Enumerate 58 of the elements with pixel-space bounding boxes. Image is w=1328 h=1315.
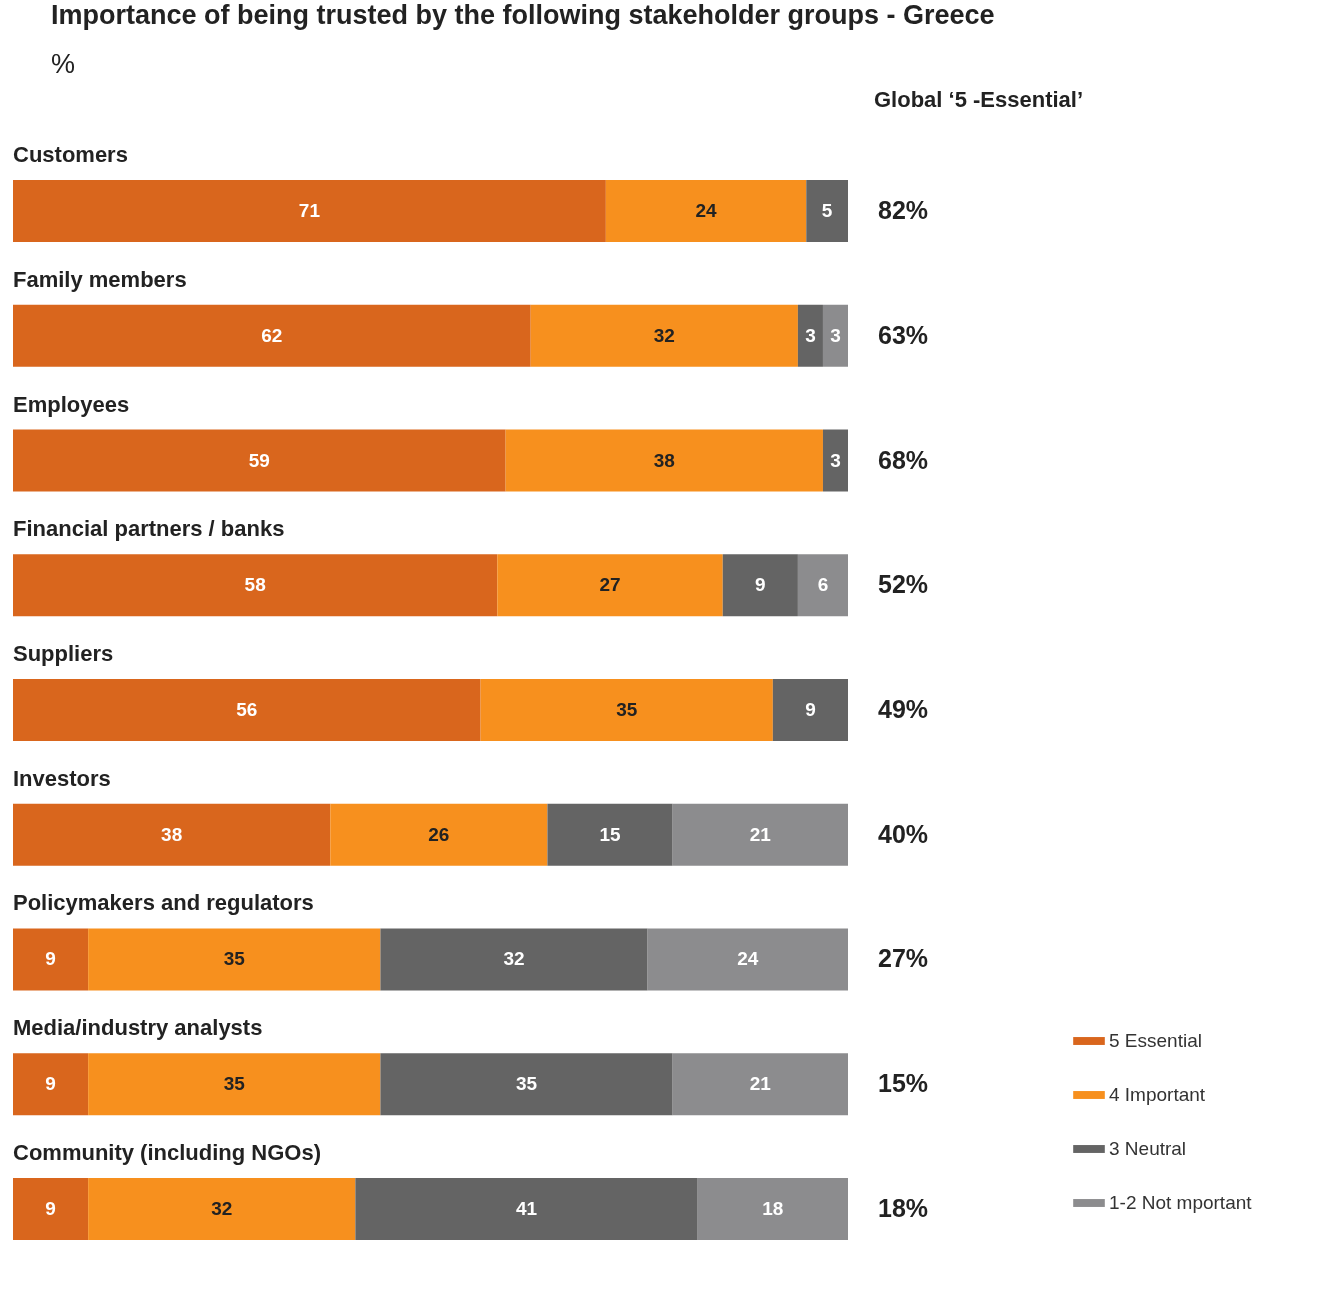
- text: 52%: [878, 570, 929, 599]
- data-label: 27: [599, 574, 621, 596]
- data-label: 18: [762, 1197, 784, 1219]
- text: 68%: [878, 445, 929, 474]
- data-label: 5: [821, 200, 833, 222]
- legend-label: 4 Important: [1109, 1084, 1206, 1105]
- text: 49%: [878, 695, 929, 723]
- text: 15%: [878, 1069, 929, 1098]
- text: 82%: [878, 196, 929, 225]
- legend-label: 5 Essential: [1109, 1030, 1202, 1051]
- data-label: 38: [653, 449, 675, 471]
- y-tick-label: Community (including NGOs): [13, 1139, 321, 1165]
- data-label: 62: [261, 324, 283, 346]
- y-tick-label: Media/industry analysts: [13, 1015, 263, 1041]
- data-label: 35: [223, 948, 246, 970]
- data-label: 59: [248, 449, 270, 471]
- data-label: 9: [45, 1197, 56, 1219]
- text: 40%: [878, 819, 929, 848]
- text: Global ‘5 -Essential’: [874, 87, 1084, 113]
- data-label: 9: [805, 699, 816, 720]
- data-label: 26: [428, 823, 450, 845]
- data-label: 3: [830, 449, 841, 471]
- data-label: 9: [755, 574, 766, 596]
- y-tick-label: Investors: [13, 765, 111, 791]
- y-tick-label: Customers: [13, 142, 128, 168]
- text: 18%: [878, 1193, 929, 1222]
- data-label: 58: [244, 574, 266, 596]
- data-label: 35: [515, 1073, 538, 1095]
- data-label: 24: [737, 948, 759, 970]
- data-label: 35: [616, 699, 638, 720]
- legend-label: 3 Neutral: [1109, 1138, 1187, 1159]
- data-label: 9: [45, 1073, 56, 1095]
- data-label: 56: [236, 699, 258, 720]
- data-label: 9: [45, 948, 56, 970]
- data-label: 24: [695, 200, 718, 222]
- data-label: 6: [817, 574, 829, 596]
- legend-label: 1-2 Not mportant: [1109, 1192, 1253, 1213]
- y-tick-label: Employees: [13, 391, 130, 417]
- text: 63%: [878, 320, 929, 349]
- y-tick-label: Family members: [13, 266, 187, 292]
- data-label: 35: [223, 1073, 246, 1095]
- chart-title: Importance of being trusted by the following stakeholder groups - Greece: [51, 0, 995, 31]
- data-label: 21: [749, 823, 772, 845]
- data-label: 3: [805, 324, 816, 346]
- chart-subtitle: %: [51, 49, 76, 80]
- data-label: 21: [749, 1073, 772, 1095]
- y-tick-label: Financial partners / banks: [13, 516, 285, 542]
- data-label: 3: [830, 324, 841, 346]
- data-label: 38: [161, 823, 183, 845]
- data-label: 71: [298, 200, 321, 222]
- y-tick-label: Suppliers: [13, 641, 114, 666]
- y-tick-label: Policymakers and regulators: [13, 890, 314, 916]
- data-label: 32: [503, 948, 525, 970]
- text: 27%: [878, 944, 929, 973]
- data-label: 32: [211, 1197, 233, 1219]
- data-label: 15: [599, 823, 622, 845]
- data-label: 32: [653, 324, 675, 346]
- data-label: 41: [515, 1197, 538, 1219]
